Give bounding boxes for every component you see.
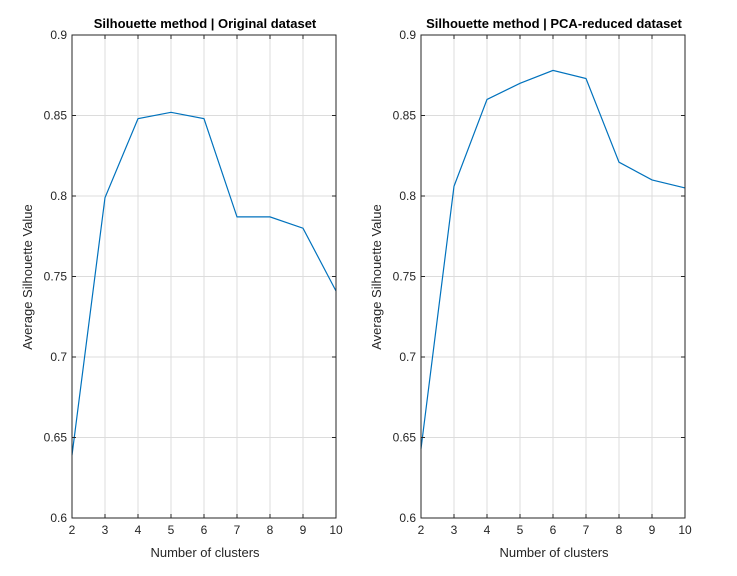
x-tick-label: 10 xyxy=(329,523,343,537)
y-tick-label: 0.85 xyxy=(393,109,417,123)
y-tick-label: 0.6 xyxy=(399,511,416,525)
x-axis-label: Number of clusters xyxy=(499,545,609,560)
y-tick-label: 0.8 xyxy=(50,189,67,203)
y-tick-label: 0.85 xyxy=(44,109,68,123)
x-tick-label: 6 xyxy=(550,523,557,537)
series-line xyxy=(420,69,686,449)
y-tick-label: 0.75 xyxy=(44,270,68,284)
ticks: 2 3 4 5 6 7 8 9 10 0.6 0.65 0.7 0.75 0.8 0.85 0.9 xyxy=(44,28,343,537)
x-tick-label: 4 xyxy=(135,523,142,537)
x-tick-label: 6 xyxy=(201,523,208,537)
x-tick-label: 10 xyxy=(678,523,692,537)
y-tick-label: 0.8 xyxy=(399,189,416,203)
x-tick-label: 2 xyxy=(69,523,76,537)
x-axis-label: Number of clusters xyxy=(150,545,260,560)
ticks: 2 3 4 5 6 7 8 9 10 0.6 0.65 0.7 0.75 0.8 0.85 0.9 xyxy=(393,28,692,537)
y-tick-label: 0.9 xyxy=(50,28,67,42)
y-axis-label: Average Silhouette Value xyxy=(20,204,35,350)
x-tick-label: 5 xyxy=(168,523,175,537)
x-tick-label: 7 xyxy=(583,523,590,537)
y-tick-label: 0.65 xyxy=(44,431,68,445)
y-tick-label: 0.6 xyxy=(50,511,67,525)
x-tick-label: 3 xyxy=(451,523,458,537)
y-axis-label: Average Silhouette Value xyxy=(369,204,384,350)
x-tick-label: 9 xyxy=(649,523,656,537)
x-tick-label: 4 xyxy=(484,523,491,537)
x-tick-label: 3 xyxy=(102,523,109,537)
x-tick-label: 8 xyxy=(267,523,274,537)
x-tick-label: 5 xyxy=(517,523,524,537)
y-tick-label: 0.7 xyxy=(399,350,416,364)
series-line xyxy=(71,111,337,456)
x-tick-label: 7 xyxy=(234,523,241,537)
x-tick-label: 8 xyxy=(616,523,623,537)
chart-title: Silhouette method | PCA-reduced dataset xyxy=(426,16,682,31)
chart-title: Silhouette method | Original dataset xyxy=(94,16,317,31)
y-tick-label: 0.75 xyxy=(393,270,417,284)
subplot-original-dataset: Silhouette method | Original dataset 2 3 4… xyxy=(20,16,343,560)
grid xyxy=(420,34,686,519)
y-tick-label: 0.9 xyxy=(399,28,416,42)
subplot-pca-reduced-dataset: Silhouette method | PCA-reduced dataset … xyxy=(369,16,692,560)
y-tick-label: 0.65 xyxy=(393,431,417,445)
y-tick-label: 0.7 xyxy=(50,350,67,364)
x-tick-label: 9 xyxy=(300,523,307,537)
grid xyxy=(71,34,337,519)
x-tick-label: 2 xyxy=(418,523,425,537)
